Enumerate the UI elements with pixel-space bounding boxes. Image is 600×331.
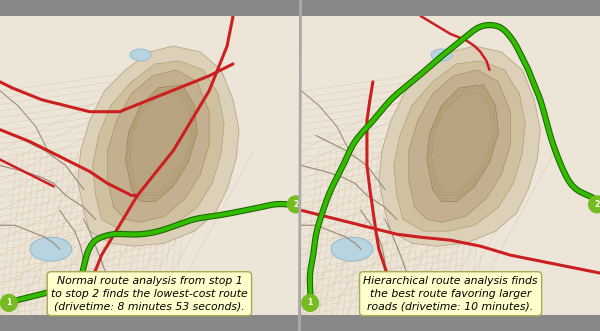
Text: 2: 2: [595, 200, 599, 209]
Polygon shape: [379, 46, 540, 246]
Polygon shape: [427, 85, 499, 201]
Ellipse shape: [30, 237, 72, 261]
Text: 1: 1: [308, 299, 313, 307]
Text: Hierarchical route analysis finds
the best route favoring larger
roads (drivetim: Hierarchical route analysis finds the be…: [364, 275, 538, 312]
Ellipse shape: [130, 49, 151, 61]
Polygon shape: [125, 85, 197, 201]
Ellipse shape: [331, 237, 373, 261]
Text: 2: 2: [293, 200, 298, 209]
Polygon shape: [92, 61, 224, 231]
Text: Normal route analysis from stop 1
to stop 2 finds the lowest-cost route
(driveti: Normal route analysis from stop 1 to sto…: [51, 275, 248, 312]
Circle shape: [287, 196, 304, 213]
Polygon shape: [394, 61, 526, 231]
Polygon shape: [77, 46, 239, 246]
Polygon shape: [107, 70, 209, 222]
Text: 1: 1: [7, 299, 11, 307]
Circle shape: [589, 196, 600, 213]
Circle shape: [302, 295, 319, 311]
Circle shape: [1, 295, 17, 311]
Polygon shape: [409, 70, 511, 222]
Ellipse shape: [431, 49, 452, 61]
